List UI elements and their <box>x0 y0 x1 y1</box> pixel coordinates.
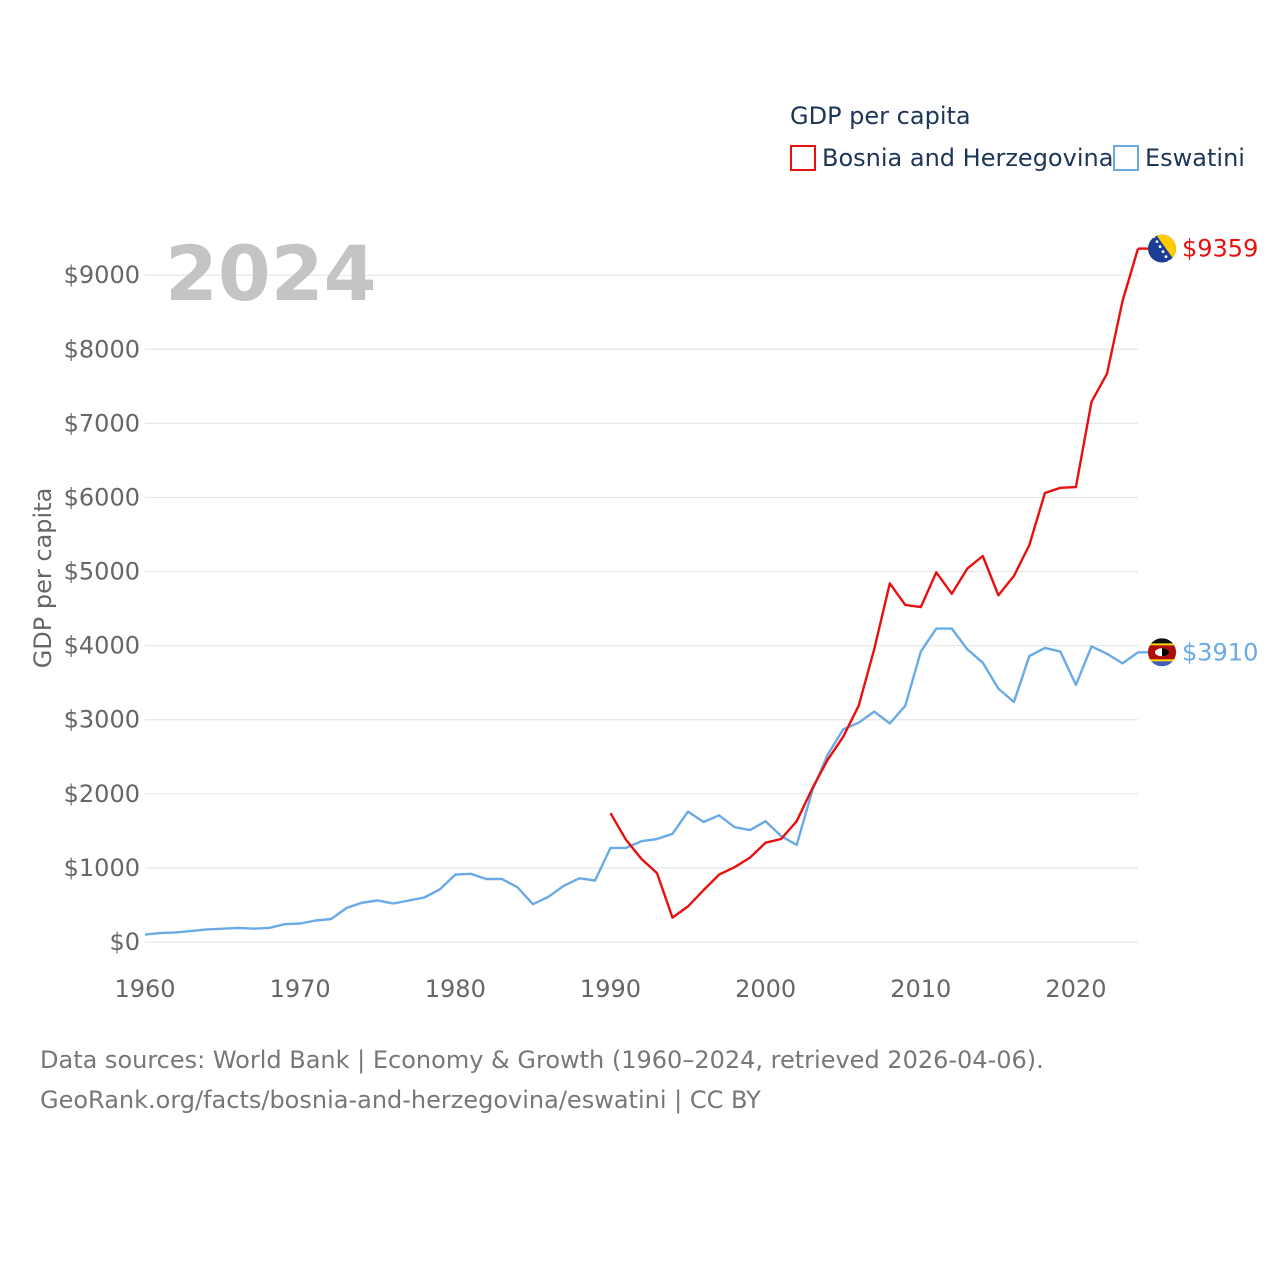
x-tick-label: 2010 <box>890 975 951 1003</box>
legend-swatch-eswatini[interactable] <box>1113 145 1139 171</box>
end-value-label-bosnia: $9359 <box>1182 235 1258 263</box>
y-tick-label: $8000 <box>64 335 140 363</box>
series-lines <box>144 247 1152 936</box>
source-line-1: Data sources: World Bank | Economy & Gro… <box>40 1046 1044 1074</box>
y-tick-label: $2000 <box>64 780 140 808</box>
legend-title: GDP per capita <box>790 102 971 130</box>
gridlines <box>145 274 1138 943</box>
x-tick-label: 1980 <box>425 975 486 1003</box>
series-line-eswatini[interactable] <box>144 627 1139 936</box>
y-tick-label: $1000 <box>64 854 140 882</box>
x-tick-label: 1960 <box>114 975 175 1003</box>
y-axis-title: GDP per capita <box>29 488 57 669</box>
legend-label-bosnia[interactable]: Bosnia and Herzegovina <box>822 144 1113 172</box>
y-tick-label: $6000 <box>64 483 140 511</box>
y-tick-label: $5000 <box>64 558 140 586</box>
legend-label-eswatini[interactable]: Eswatini <box>1145 144 1245 172</box>
y-tick-label: $3000 <box>64 706 140 734</box>
y-tick-label: $7000 <box>64 409 140 437</box>
x-tick-label: 2020 <box>1045 975 1106 1003</box>
legend: GDP per capita Bosnia and Herzegovina Es… <box>790 102 1245 172</box>
end-value-label-eswatini: $3910 <box>1182 638 1258 666</box>
legend-swatch-bosnia[interactable] <box>790 145 816 171</box>
x-tick-label: 2000 <box>735 975 796 1003</box>
source-line-2[interactable]: GeoRank.org/facts/bosnia-and-herzegovina… <box>40 1086 761 1114</box>
source-caption: Data sources: World Bank | Economy & Gro… <box>40 1040 1240 1120</box>
x-axis-ticks: 1960 1970 1980 1990 2000 2010 2020 <box>114 975 1106 1003</box>
y-axis-ticks: $0 $1000 $2000 $3000 $4000 $5000 $6000 $7000 $80… <box>64 261 140 956</box>
bosnia-flag <box>1148 234 1176 263</box>
y-tick-label: $4000 <box>64 632 140 660</box>
y-tick-label: $0 <box>109 928 140 956</box>
y-tick-label: $9000 <box>64 261 140 289</box>
eswatini-flag <box>1148 638 1176 667</box>
series-line-bosnia[interactable] <box>609 248 1140 919</box>
x-tick-label: 1970 <box>270 975 331 1003</box>
year-label: 2024 <box>165 229 377 318</box>
x-tick-label: 1990 <box>580 975 641 1003</box>
